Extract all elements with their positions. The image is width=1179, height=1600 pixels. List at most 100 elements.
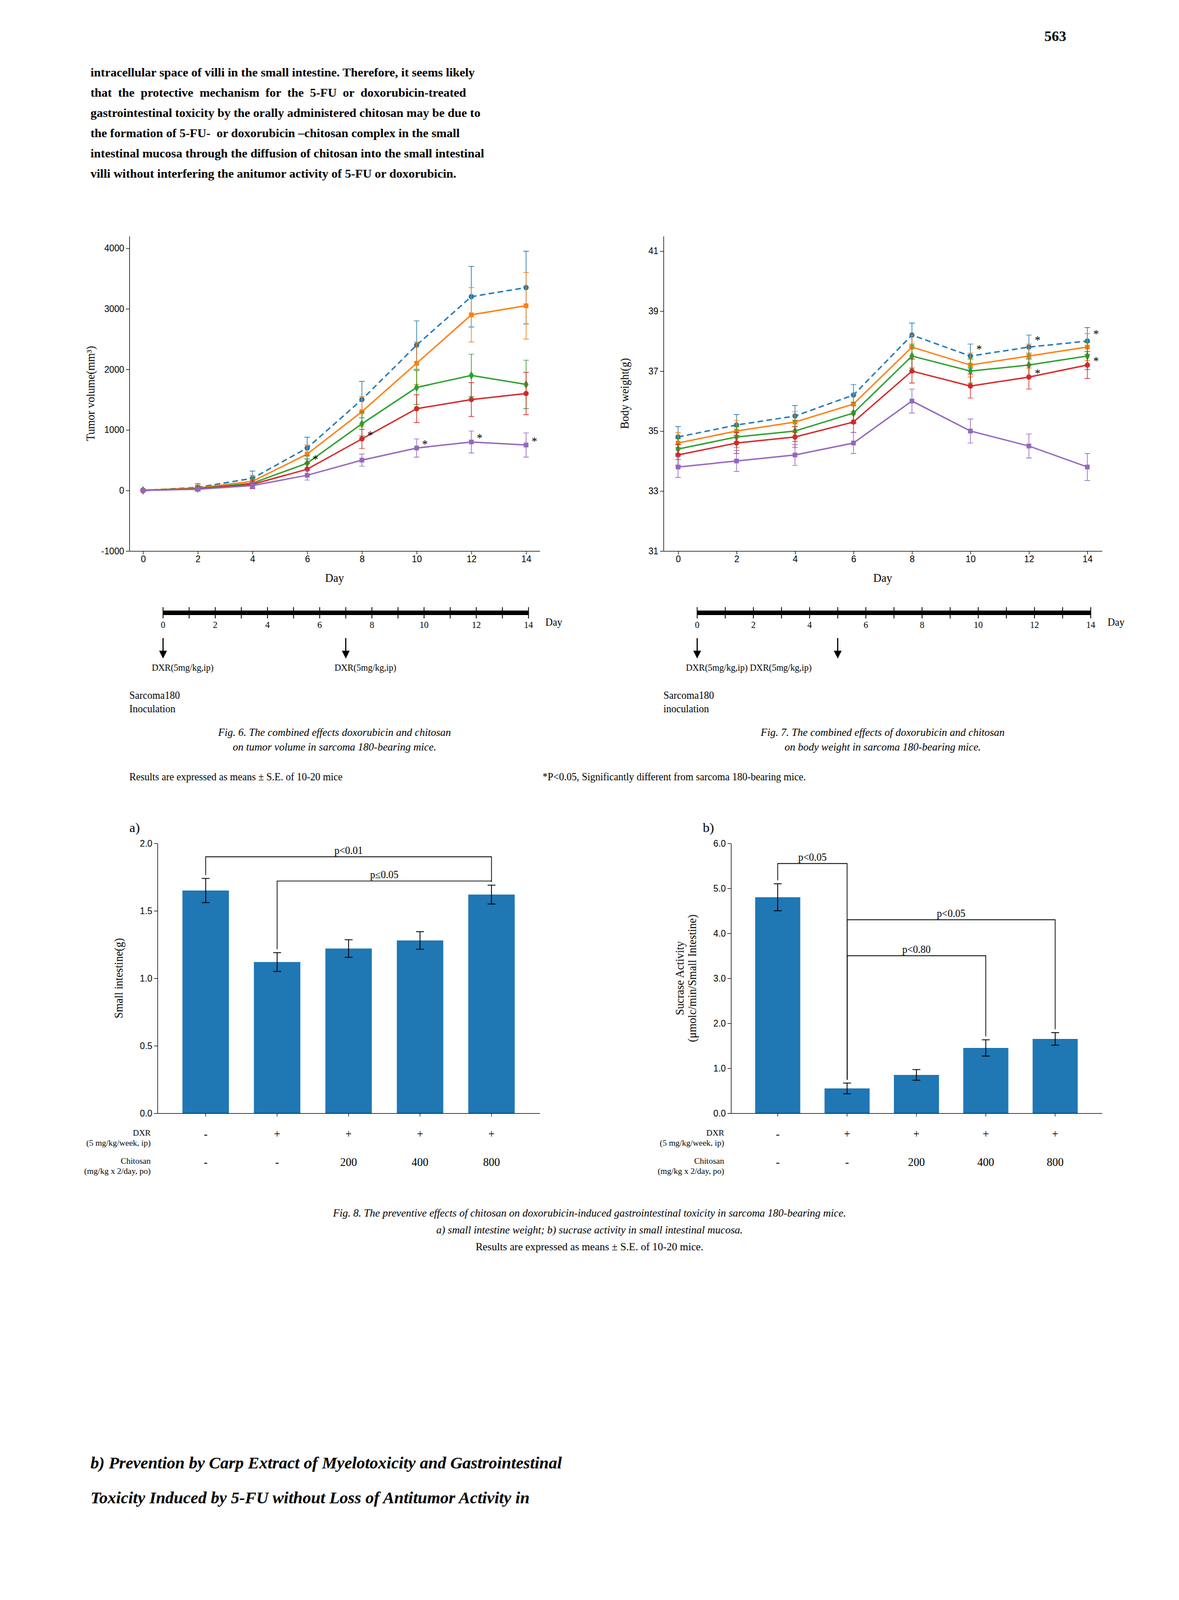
marker bbox=[1026, 443, 1032, 449]
timeline-tick bbox=[423, 607, 426, 619]
error-bar bbox=[468, 382, 474, 417]
row-header-line: (mg/kg x 2/day, po) bbox=[657, 1166, 725, 1177]
x-tick-label: 8 bbox=[359, 554, 365, 564]
error-bar bbox=[909, 389, 915, 414]
y-tick-mark bbox=[660, 251, 664, 252]
series bbox=[675, 333, 1091, 454]
y-tick-mark bbox=[727, 1113, 731, 1114]
row-label: - bbox=[775, 1155, 780, 1169]
y-tick: 0 bbox=[119, 485, 130, 496]
error-bar bbox=[523, 372, 530, 415]
series-line bbox=[678, 364, 1088, 455]
x-tick-label: 14 bbox=[1082, 554, 1093, 564]
annotation: * bbox=[1034, 333, 1041, 347]
marker bbox=[523, 303, 528, 309]
series bbox=[139, 431, 529, 494]
marker bbox=[414, 445, 419, 451]
plot-area bbox=[755, 883, 1078, 1114]
row-label: + bbox=[345, 1127, 352, 1141]
y-tick-mark bbox=[125, 308, 130, 310]
x-tick: 0 bbox=[675, 550, 681, 564]
error-bar bbox=[359, 429, 365, 449]
row-label: + bbox=[416, 1127, 423, 1141]
marker bbox=[414, 382, 420, 392]
error-bar bbox=[1026, 364, 1032, 390]
event-label: inoculation bbox=[663, 703, 709, 715]
plot-area bbox=[182, 878, 515, 1114]
timeline-tick-label: 12 bbox=[471, 620, 481, 630]
header-text: the formation of 5-FU- or doxorubicin –c… bbox=[90, 125, 460, 140]
annotation: * bbox=[1092, 354, 1099, 368]
panel-label: b) bbox=[702, 820, 715, 835]
header-text: that the protective mechanism for the 5-… bbox=[90, 85, 467, 100]
row-label: - bbox=[275, 1155, 280, 1169]
series-line bbox=[142, 375, 526, 491]
error-bar bbox=[468, 287, 474, 343]
row-label: - bbox=[775, 1127, 780, 1141]
error-bar bbox=[523, 432, 530, 458]
timeline-tick bbox=[397, 607, 399, 619]
x-tick-mark bbox=[736, 550, 738, 555]
marker bbox=[140, 488, 146, 493]
row-label: 800 bbox=[482, 1155, 500, 1169]
timeline-tick bbox=[977, 607, 979, 619]
y-tick-mark bbox=[660, 431, 664, 432]
y-tick-mark bbox=[125, 248, 130, 250]
y-tick: 1.0 bbox=[713, 1063, 731, 1074]
row-header-line: (mg/kg x 2/day, po) bbox=[84, 1166, 151, 1177]
x-tick-label: 2 bbox=[734, 554, 740, 564]
error-bar bbox=[773, 883, 782, 911]
y-tick: 4000 bbox=[104, 243, 130, 254]
y-axis-line bbox=[129, 236, 130, 552]
y-tick-mark bbox=[660, 371, 664, 372]
timeline-tick-label: 8 bbox=[919, 620, 925, 630]
timeline-tick bbox=[1090, 607, 1092, 619]
event-label: Inoculation bbox=[129, 703, 176, 715]
y-tick: 39 bbox=[648, 306, 664, 316]
event-label: Sarcoma180 bbox=[129, 689, 180, 702]
x-tick bbox=[846, 1113, 848, 1117]
timeline-tick-label: 6 bbox=[863, 620, 869, 630]
x-tick-mark bbox=[142, 550, 144, 555]
x-tick: 6 bbox=[851, 550, 857, 564]
dose-label: DXR(5mg/kg,ip) bbox=[334, 662, 397, 673]
y-axis-title: Sucrase Activity(μmolc/min/Small Intesti… bbox=[673, 914, 699, 1043]
error-bar bbox=[468, 431, 474, 454]
x-tick bbox=[1054, 1113, 1056, 1117]
x-axis bbox=[157, 1113, 541, 1117]
dose-label: DXR(5mg/kg,ip) DXR(5mg/kg,ip) bbox=[685, 662, 812, 673]
timeline-tick bbox=[319, 607, 321, 619]
annotation: * bbox=[1034, 367, 1041, 380]
dose-arrow bbox=[837, 638, 839, 658]
marker bbox=[140, 488, 146, 493]
figure-caption: Results are expressed as means ± S.E. of… bbox=[475, 1240, 704, 1253]
x-tick bbox=[985, 1113, 987, 1117]
marker bbox=[359, 419, 365, 429]
y-tick-label: 33 bbox=[648, 486, 659, 496]
timeline-tick bbox=[371, 607, 373, 619]
y-tick: 35 bbox=[648, 426, 664, 436]
y-tick: 37 bbox=[648, 366, 664, 377]
bracket bbox=[847, 919, 1056, 1080]
timeline-tick bbox=[162, 607, 164, 619]
timeline-tick bbox=[752, 607, 754, 619]
bracket bbox=[847, 955, 987, 1080]
marker bbox=[140, 488, 146, 494]
x-tick bbox=[491, 1113, 492, 1117]
y-tick-label: 0.5 bbox=[139, 1041, 153, 1051]
bar bbox=[325, 948, 373, 1114]
y-axis-title: Body weight(g) bbox=[618, 358, 632, 429]
annotation: * bbox=[531, 435, 537, 448]
bar bbox=[755, 897, 801, 1114]
timeline-tick-label: 0 bbox=[694, 620, 700, 630]
error-bar bbox=[1084, 351, 1091, 379]
header-text: villi without interfering the anitumor a… bbox=[90, 166, 457, 181]
bracket-label: p<0.05 bbox=[798, 851, 828, 864]
marker bbox=[195, 484, 201, 494]
x-tick-label: 12 bbox=[1024, 554, 1035, 564]
plot-area bbox=[675, 323, 1091, 481]
brackets: p<0.01p≤0.05 bbox=[205, 845, 492, 950]
x-tick-mark bbox=[678, 550, 679, 555]
error-bar bbox=[416, 931, 424, 950]
timeline-tick-label: 14 bbox=[1086, 620, 1096, 630]
